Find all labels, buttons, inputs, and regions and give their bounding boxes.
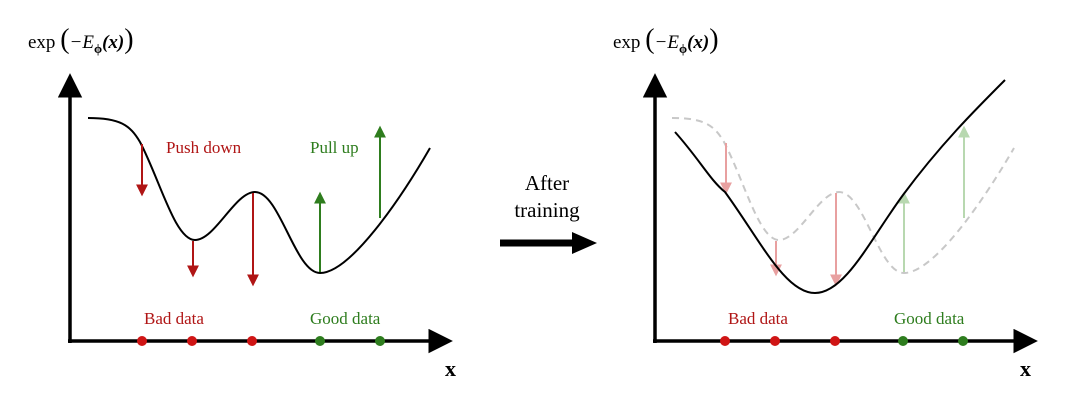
label-part: ( <box>60 24 69 55</box>
x-label: x <box>445 356 456 381</box>
bad-label: Bad data <box>144 309 204 328</box>
push-arrows <box>136 144 259 287</box>
label-part: ϕ <box>94 41 102 56</box>
transition: After training <box>500 171 597 254</box>
good-label: Good data <box>310 309 381 328</box>
right-panel: exp (−Eϕ(x)) x Bad data Good data <box>613 24 1038 381</box>
label-part: exp <box>613 32 640 53</box>
faded-pull-arrows <box>898 125 970 272</box>
data-points <box>720 336 968 346</box>
old-curve <box>671 117 1015 275</box>
label-part: −E <box>70 32 95 53</box>
label-part: ) <box>709 24 718 55</box>
energy-curve <box>87 117 431 275</box>
label-part: ( <box>645 24 654 55</box>
pull-label: Pull up <box>310 138 359 157</box>
left-panel: exp (−Eϕ(x)) x Push down Pull up Bad dat… <box>28 24 456 381</box>
label-part: −E <box>655 32 680 53</box>
good-label: Good data <box>894 309 965 328</box>
new-curve <box>674 79 1006 295</box>
faded-push-arrows <box>720 143 842 287</box>
y-label: exp (−Eϕ(x)) <box>28 24 134 56</box>
label-part: ϕ <box>679 41 687 56</box>
label-part: exp <box>28 32 55 53</box>
label-part: (x) <box>102 32 124 53</box>
label-part: (x) <box>687 32 709 53</box>
push-label: Push down <box>166 138 242 157</box>
bad-label: Bad data <box>728 309 788 328</box>
data-points <box>137 336 385 346</box>
pull-arrows <box>314 125 386 272</box>
transition-text: After <box>525 171 569 195</box>
label-part: ) <box>124 24 133 55</box>
x-label: x <box>1020 356 1031 381</box>
transition-text: training <box>514 198 580 222</box>
y-label: exp (−Eϕ(x)) <box>613 24 719 56</box>
